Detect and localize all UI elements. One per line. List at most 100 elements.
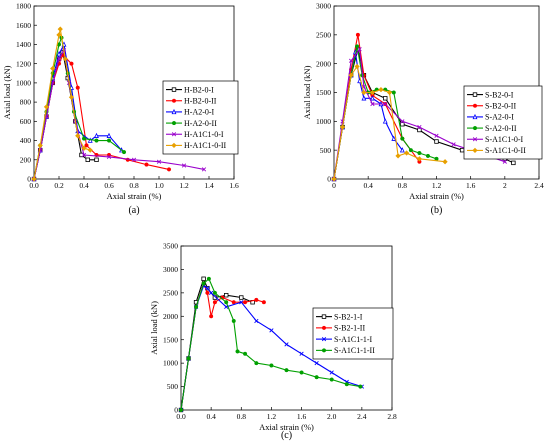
legend-swatch-marker bbox=[472, 113, 478, 120]
legend-box bbox=[463, 85, 543, 160]
data-point bbox=[106, 154, 112, 160]
legend-swatch-marker bbox=[171, 142, 177, 149]
legend-swatch-marker bbox=[321, 314, 327, 319]
data-point bbox=[399, 147, 405, 153]
data-point bbox=[284, 342, 289, 347]
data-point bbox=[50, 80, 55, 86]
y-tick-label: 3000 bbox=[163, 265, 178, 274]
legend: S-B2-0-I S-B2-0-II S-A2-0-I S-A2-0-II S-A1C1… bbox=[463, 85, 543, 160]
data-point bbox=[254, 361, 259, 366]
data-point bbox=[239, 300, 244, 305]
data-point bbox=[69, 61, 74, 66]
x-axis-title: Axial strain (%) bbox=[409, 191, 464, 201]
y-tick-label: 400 bbox=[20, 136, 32, 145]
y-tick-label: 1600 bbox=[16, 21, 31, 30]
data-point bbox=[212, 300, 217, 305]
data-point bbox=[339, 124, 346, 130]
x-tick-label: 0.6 bbox=[104, 181, 114, 190]
y-tick-label: 3000 bbox=[316, 2, 331, 11]
legend-swatch-marker bbox=[472, 137, 478, 142]
x-tick-label: 1.0 bbox=[154, 181, 164, 190]
legend-swatch-marker bbox=[472, 126, 478, 131]
x-tick-label: 0.8 bbox=[398, 181, 408, 190]
series-line bbox=[333, 34, 420, 180]
data-point bbox=[370, 101, 375, 107]
legend-label: S-A1C1-1-I bbox=[334, 335, 373, 344]
x-tick-label: 1.2 bbox=[179, 181, 189, 190]
data-point bbox=[209, 314, 214, 319]
data-point bbox=[194, 304, 199, 309]
data-point bbox=[361, 95, 367, 101]
y-tick-label: 0 bbox=[174, 406, 178, 415]
data-point bbox=[68, 94, 75, 100]
y-tick-label: 1800 bbox=[16, 2, 31, 11]
series-S-A1C1-1-II bbox=[178, 276, 363, 413]
data-point bbox=[205, 286, 210, 291]
legend-label: S-B2-0-I bbox=[485, 90, 514, 99]
legend-swatch-marker bbox=[321, 337, 327, 342]
legend-swatch-marker bbox=[171, 132, 177, 137]
data-point bbox=[231, 300, 236, 305]
data-point bbox=[224, 292, 229, 298]
data-point bbox=[383, 96, 388, 101]
x-tick-label: 2.0 bbox=[327, 412, 337, 421]
data-point bbox=[261, 300, 266, 305]
legend-label: S-B2-1-II bbox=[334, 324, 365, 333]
data-point bbox=[57, 26, 63, 32]
x-tick-label: 1.6 bbox=[297, 412, 307, 421]
data-point bbox=[37, 142, 43, 148]
data-point bbox=[209, 290, 214, 295]
data-point bbox=[451, 142, 456, 147]
legend-label: H-A1C1-0-II bbox=[184, 141, 227, 150]
y-tick-label: 600 bbox=[20, 117, 32, 126]
data-point bbox=[201, 281, 206, 286]
y-tick-label: 1000 bbox=[16, 78, 31, 87]
y-tick-label: 800 bbox=[20, 98, 32, 107]
x-tick-label: 0.8 bbox=[129, 181, 139, 190]
data-point bbox=[358, 384, 363, 389]
data-point bbox=[75, 85, 80, 90]
data-point bbox=[121, 150, 127, 155]
legend-box bbox=[162, 80, 239, 155]
legend-label: H-A1C1-0-I bbox=[184, 130, 224, 139]
series-S-B2-1-II bbox=[178, 281, 266, 413]
x-tick-label: 1.6 bbox=[229, 181, 239, 190]
y-axis-title: Axial load (kN) bbox=[149, 301, 159, 355]
legend-label: H-A2-0-II bbox=[184, 119, 217, 128]
x-tick-label: 2.8 bbox=[387, 412, 397, 421]
data-point bbox=[87, 137, 93, 143]
series-H-A1C1-0-II bbox=[31, 26, 93, 182]
data-point bbox=[106, 138, 112, 143]
data-point bbox=[75, 133, 81, 139]
data-point bbox=[284, 368, 289, 373]
data-point bbox=[87, 147, 93, 153]
x-tick-label: 0.2 bbox=[54, 181, 64, 190]
x-tick-label: 0.4 bbox=[206, 412, 216, 421]
x-tick-label: 1.2 bbox=[432, 181, 442, 190]
data-point bbox=[400, 136, 405, 141]
data-point bbox=[56, 51, 62, 57]
data-point bbox=[81, 152, 87, 158]
y-tick-label: 2500 bbox=[163, 288, 178, 297]
data-point bbox=[299, 370, 304, 375]
legend-swatch-marker bbox=[171, 87, 177, 92]
data-point bbox=[201, 167, 207, 172]
x-tick-label: 0.0 bbox=[29, 181, 39, 190]
y-tick-label: 0 bbox=[27, 175, 31, 184]
legend-label: H-B2-0-II bbox=[184, 97, 217, 106]
data-point bbox=[331, 176, 337, 182]
data-point bbox=[329, 377, 334, 382]
data-point bbox=[84, 143, 89, 148]
data-point bbox=[502, 159, 507, 164]
legend-label: S-A1C1-0-I bbox=[485, 135, 524, 144]
data-point bbox=[386, 89, 393, 96]
data-point bbox=[408, 148, 413, 153]
data-point bbox=[166, 167, 172, 172]
data-point bbox=[156, 159, 162, 164]
legend-label: S-A1C1-0-II bbox=[485, 146, 526, 155]
data-point bbox=[403, 150, 410, 156]
y-axis-title: Axial load (kN) bbox=[302, 65, 312, 119]
legend-label: S-B2-1-I bbox=[334, 312, 363, 321]
data-point bbox=[94, 157, 99, 162]
y-tick-label: 200 bbox=[20, 155, 32, 164]
